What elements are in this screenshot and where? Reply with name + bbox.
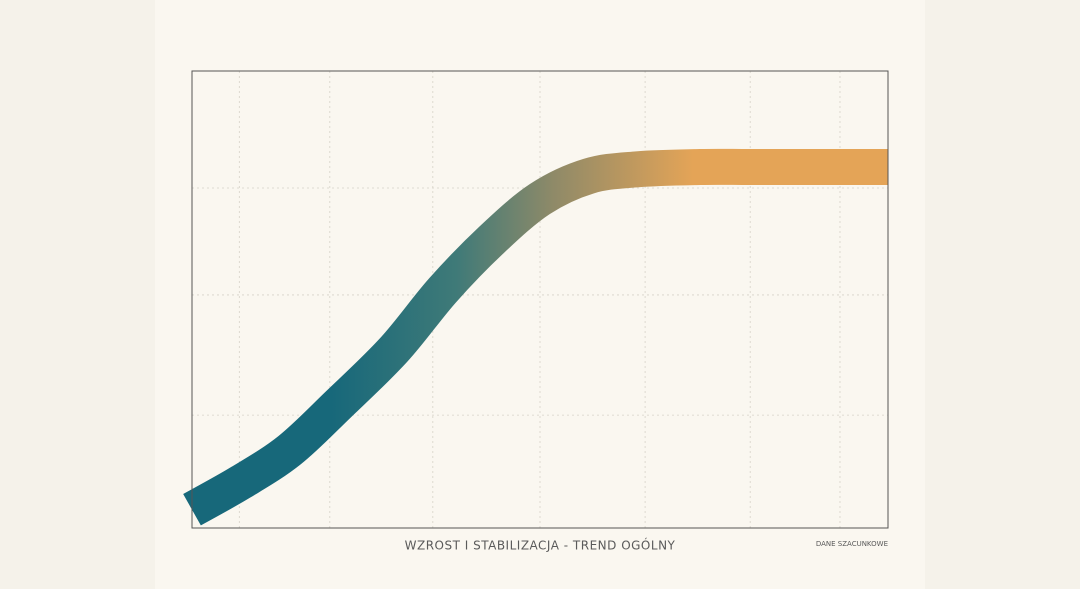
panel — [155, 0, 925, 589]
note: DANE SZACUNKOWE — [816, 540, 888, 548]
chart-title: WZROST I STABILIZACJA - TREND OGÓLNY — [405, 538, 676, 553]
plot-frame — [191, 70, 889, 529]
trend-band — [183, 148, 888, 526]
